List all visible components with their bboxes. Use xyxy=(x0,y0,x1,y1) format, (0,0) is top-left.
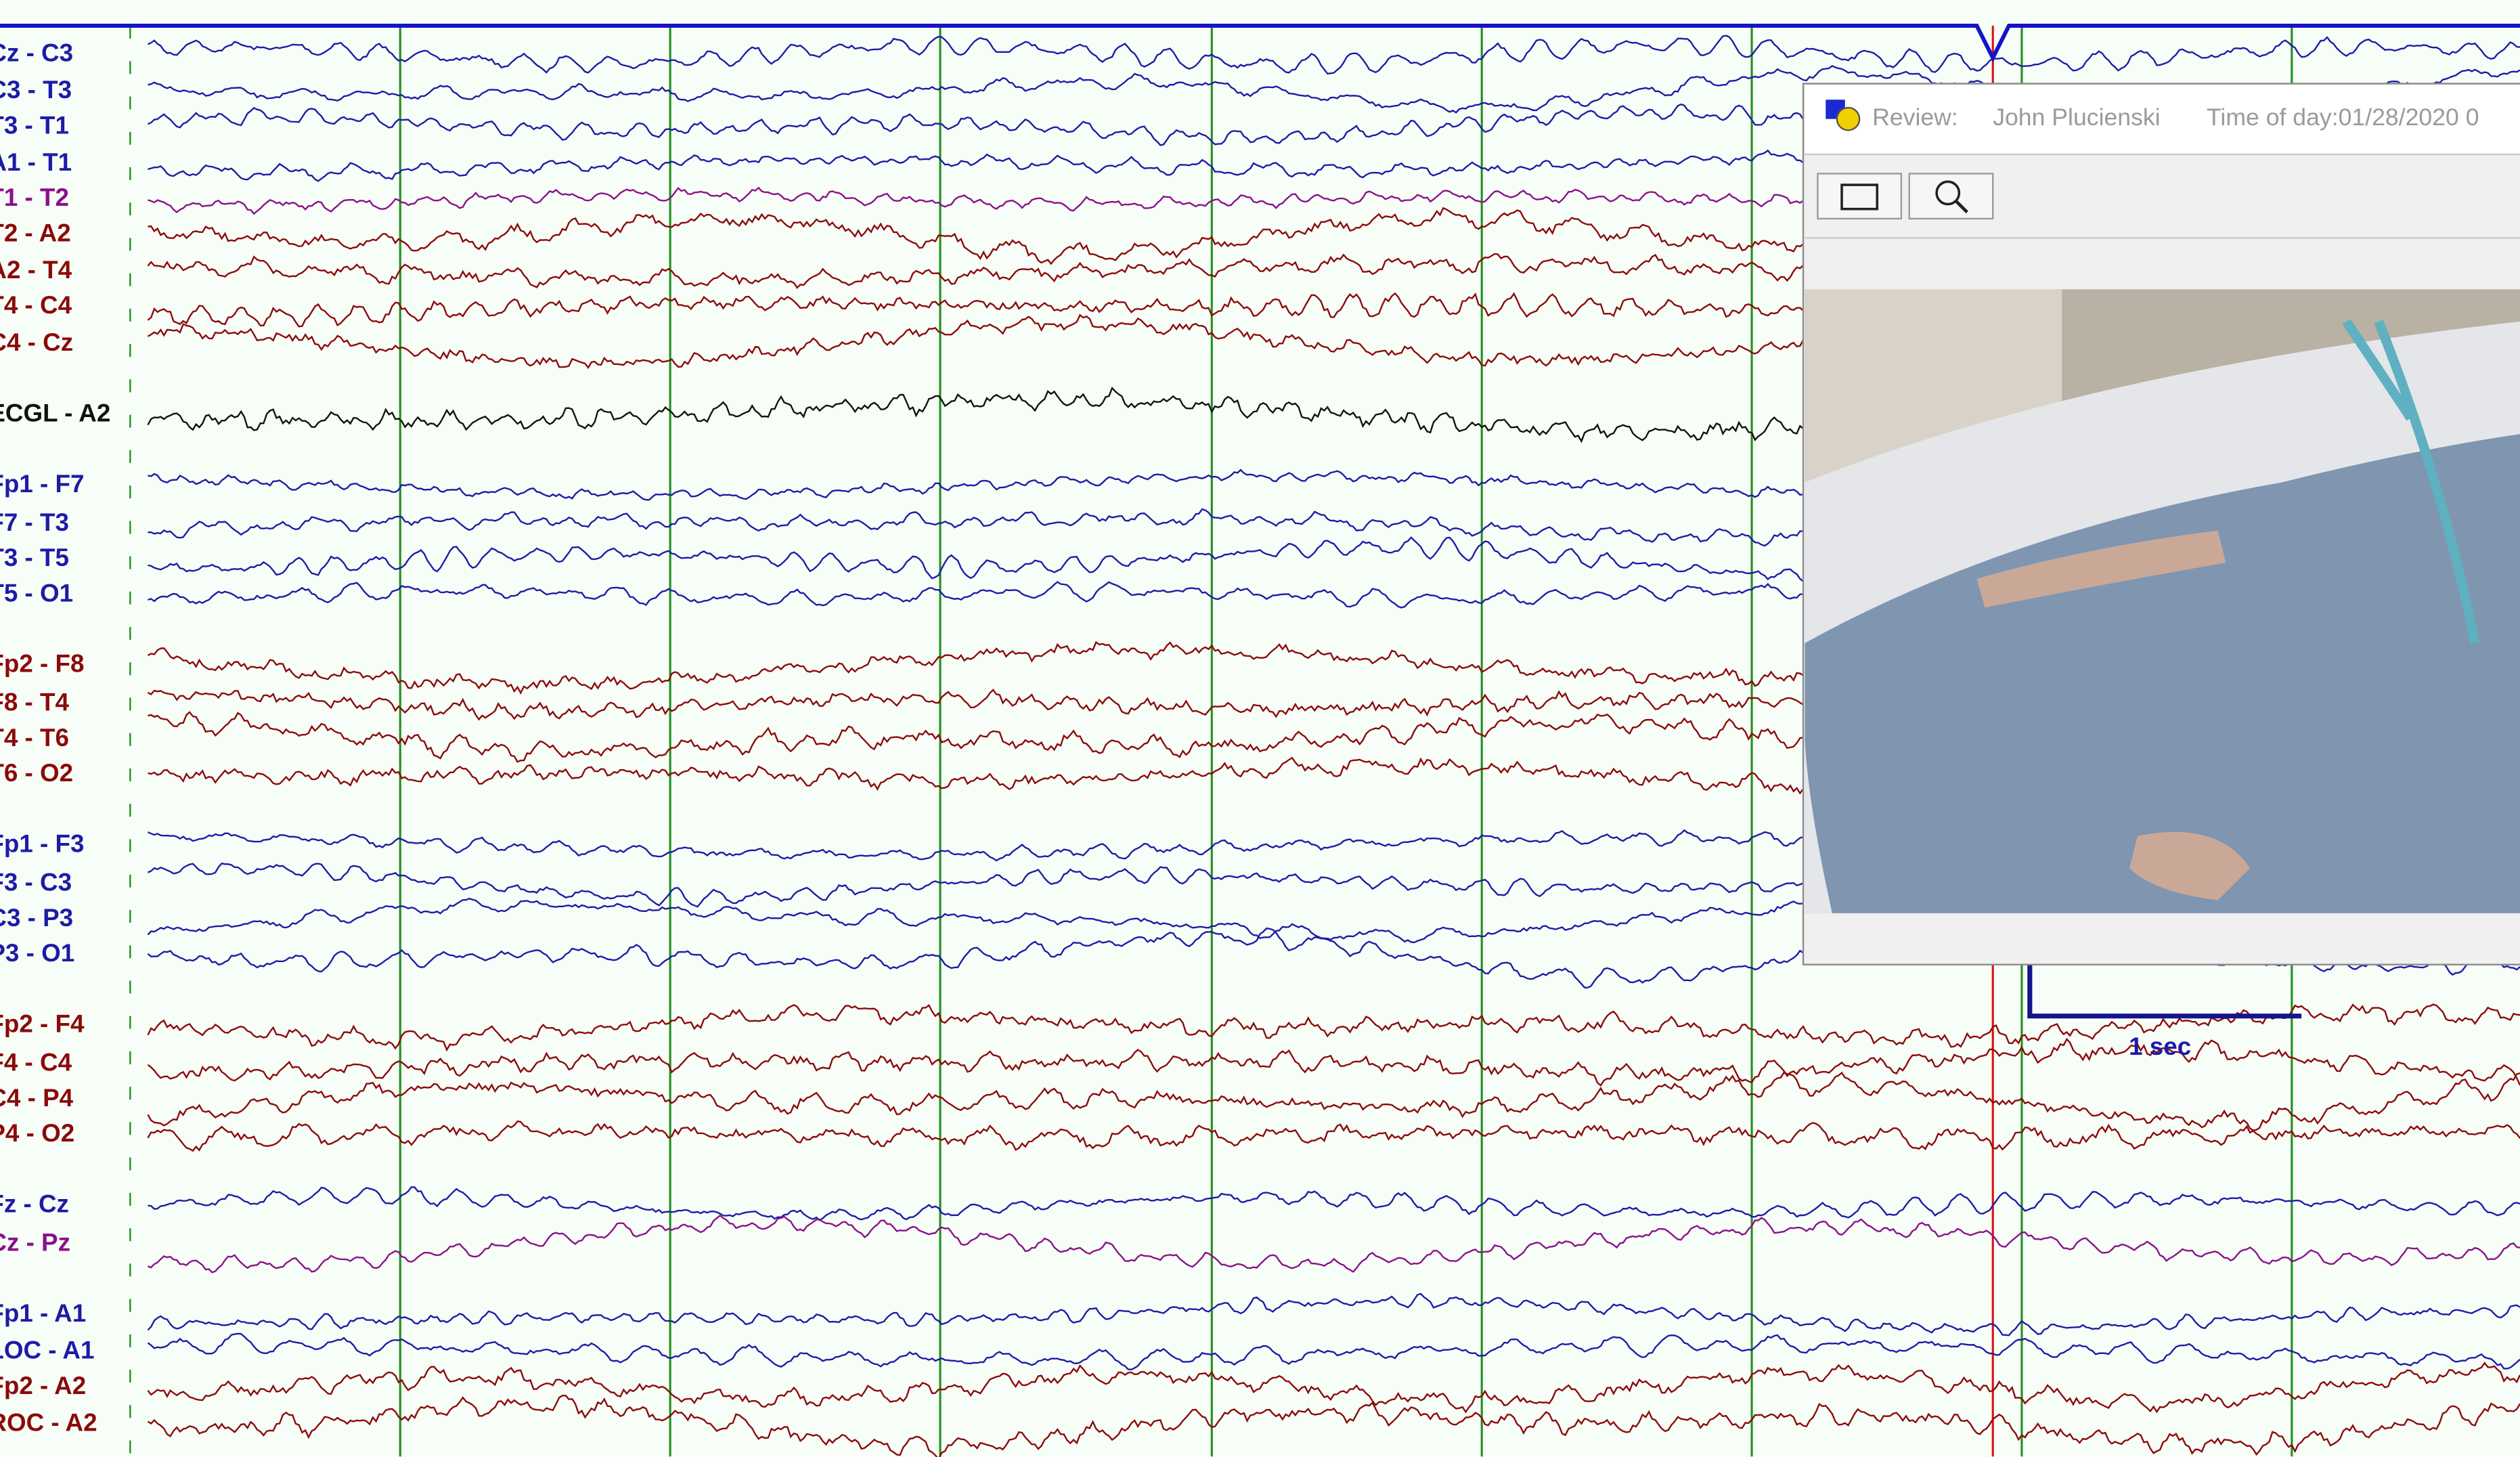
channel-label: ECGL - A2 xyxy=(0,399,110,427)
video-frame[interactable] xyxy=(1805,289,2520,913)
fit-button[interactable] xyxy=(1817,173,1901,218)
eeg-view: Cz - C3 C3 - T3 T3 - T1 A1 - T1 T1 - T2 T2 - … xyxy=(0,0,2520,1457)
channel-label: ROC - A2 xyxy=(0,1409,97,1437)
channel-label: Cz - Pz xyxy=(0,1229,70,1257)
channel-label: LOC - A1 xyxy=(0,1336,94,1364)
app-icon-badge xyxy=(1837,108,1859,130)
channel-label: Fp2 - A2 xyxy=(0,1372,86,1399)
channel-label: T4 - T6 xyxy=(0,724,69,752)
channel-label: T3 - T1 xyxy=(0,111,69,139)
page: {"channels":[ {"label":"Cz - C3","color"… xyxy=(0,0,2520,1457)
time-of-day: Time of day:01/28/2020 0 xyxy=(2207,104,2479,131)
channel-label: F8 - T4 xyxy=(0,689,69,716)
channel-label: Fp2 - F4 xyxy=(0,1010,85,1038)
channel-label: Fz - Cz xyxy=(0,1190,69,1218)
channel-label: F7 - T3 xyxy=(0,508,69,536)
channel-label: T6 - O2 xyxy=(0,759,73,787)
zoom-button[interactable] xyxy=(1909,173,1993,218)
channel-label: Fp1 - F7 xyxy=(0,470,84,498)
channel-label: F3 - C3 xyxy=(0,869,72,896)
channel-label: T1 - T2 xyxy=(0,183,69,211)
channel-label: C3 - T3 xyxy=(0,76,72,104)
channel-label: Fp1 - A1 xyxy=(0,1299,86,1327)
channel-label: C4 - Cz xyxy=(0,328,73,356)
channel-label: Fp1 - F3 xyxy=(0,830,84,858)
channel-label: P3 - O1 xyxy=(0,939,74,967)
channel-label: A2 - T4 xyxy=(0,256,72,284)
channel-label: T5 - O1 xyxy=(0,579,73,607)
scale-label: 1 sec xyxy=(2129,1032,2191,1060)
channel-label: T3 - T5 xyxy=(0,544,69,571)
channel-label: P4 - O2 xyxy=(0,1119,74,1147)
channel-label: A1 - T1 xyxy=(0,148,72,176)
patient-name: John Plucienski xyxy=(1993,104,2160,131)
channel-label: T4 - C4 xyxy=(0,291,72,319)
channel-label: Fp2 - F8 xyxy=(0,650,84,678)
review-window[interactable]: Review: John Plucienski Time of day:01/2… xyxy=(1803,83,2520,964)
channel-label: T2 - A2 xyxy=(0,219,71,246)
window-mode: Review: xyxy=(1872,104,1958,131)
channel-label: C4 - P4 xyxy=(0,1084,74,1112)
channel-label: Cz - C3 xyxy=(0,39,73,66)
channel-label: C3 - P3 xyxy=(0,904,73,932)
channel-label: F4 - C4 xyxy=(0,1049,72,1077)
